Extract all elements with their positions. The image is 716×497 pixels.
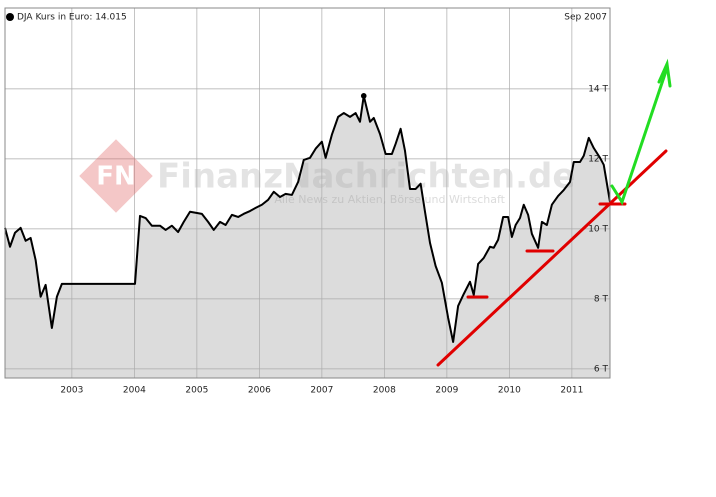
x-tick-label: 2010 — [498, 386, 521, 396]
chart-title: DJA Kurs in Euro: 14.015 — [17, 13, 127, 23]
watermark: FN FinanzNachrichten.de Alle News zu Akt… — [79, 139, 575, 213]
x-tick-label: 2008 — [373, 386, 396, 396]
peak-marker — [360, 93, 367, 99]
title-dot — [6, 13, 14, 21]
x-tick-label: 2009 — [435, 386, 458, 396]
forecast-arrow — [610, 66, 669, 206]
watermark-sub: Alle News zu Aktien, Börse und Wirtschaf… — [274, 193, 505, 206]
arrow-head — [657, 58, 672, 88]
watermark-logo-box — [79, 139, 153, 213]
plot-frame — [4, 7, 611, 379]
x-tick-label: 2003 — [60, 386, 83, 396]
y-tick-label: 8 T — [594, 294, 609, 304]
price-line — [4, 94, 611, 343]
x-tick-label: 2004 — [123, 386, 146, 396]
x-tick-label: 2011 — [560, 386, 583, 396]
x-tick-label: 2006 — [248, 386, 271, 396]
annotations — [436, 58, 672, 367]
line-layer: 6 T 8 T 10 T 12 T 14 T 2003 2004 2005 2006 2007 20… — [4, 84, 611, 396]
date-label: Sep 2007 — [564, 13, 607, 23]
y-tick-label: 14 T — [588, 84, 608, 94]
y-tick-label: 12 T — [588, 154, 608, 164]
y-tick-label: 6 T — [594, 364, 609, 374]
y-tick-label: 10 T — [588, 224, 608, 234]
x-tick-label: 2005 — [185, 386, 208, 396]
x-tick-label: 2007 — [310, 386, 333, 396]
watermark-logo: FN — [96, 162, 136, 192]
area — [5, 95, 610, 378]
watermark-text: FinanzNachrichten.de — [157, 157, 575, 197]
